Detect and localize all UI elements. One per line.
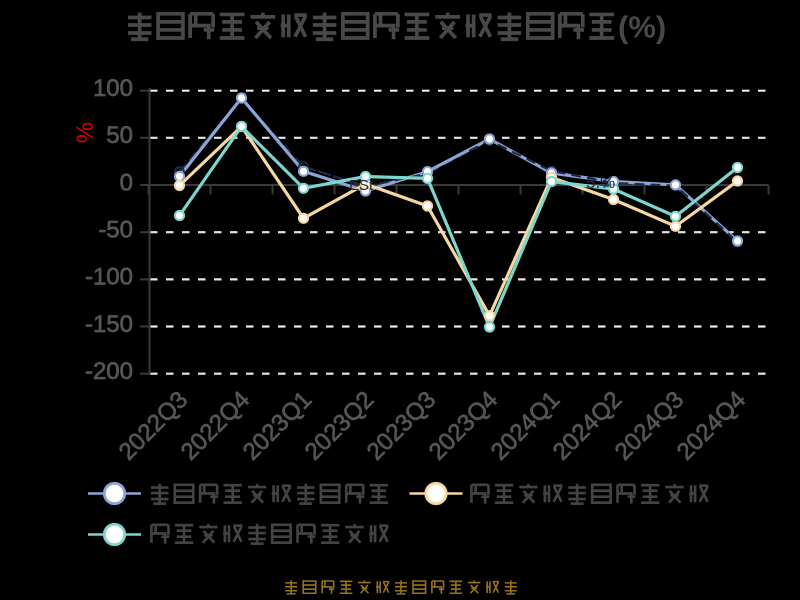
svg-text:100: 100 [93,75,133,102]
svg-text:(%): (%) [618,10,666,45]
svg-text:-150: -150 [85,311,133,338]
svg-text:-200: -200 [85,358,133,385]
svg-text:0: 0 [120,169,133,196]
svg-text:%: % [72,122,99,143]
svg-text:-100: -100 [85,264,133,291]
svg-text:50: 50 [106,122,133,149]
svg-text:ESt: ESt [349,177,374,194]
svg-text:5.%: 5.% [586,173,615,192]
svg-text:-50: -50 [98,217,133,244]
